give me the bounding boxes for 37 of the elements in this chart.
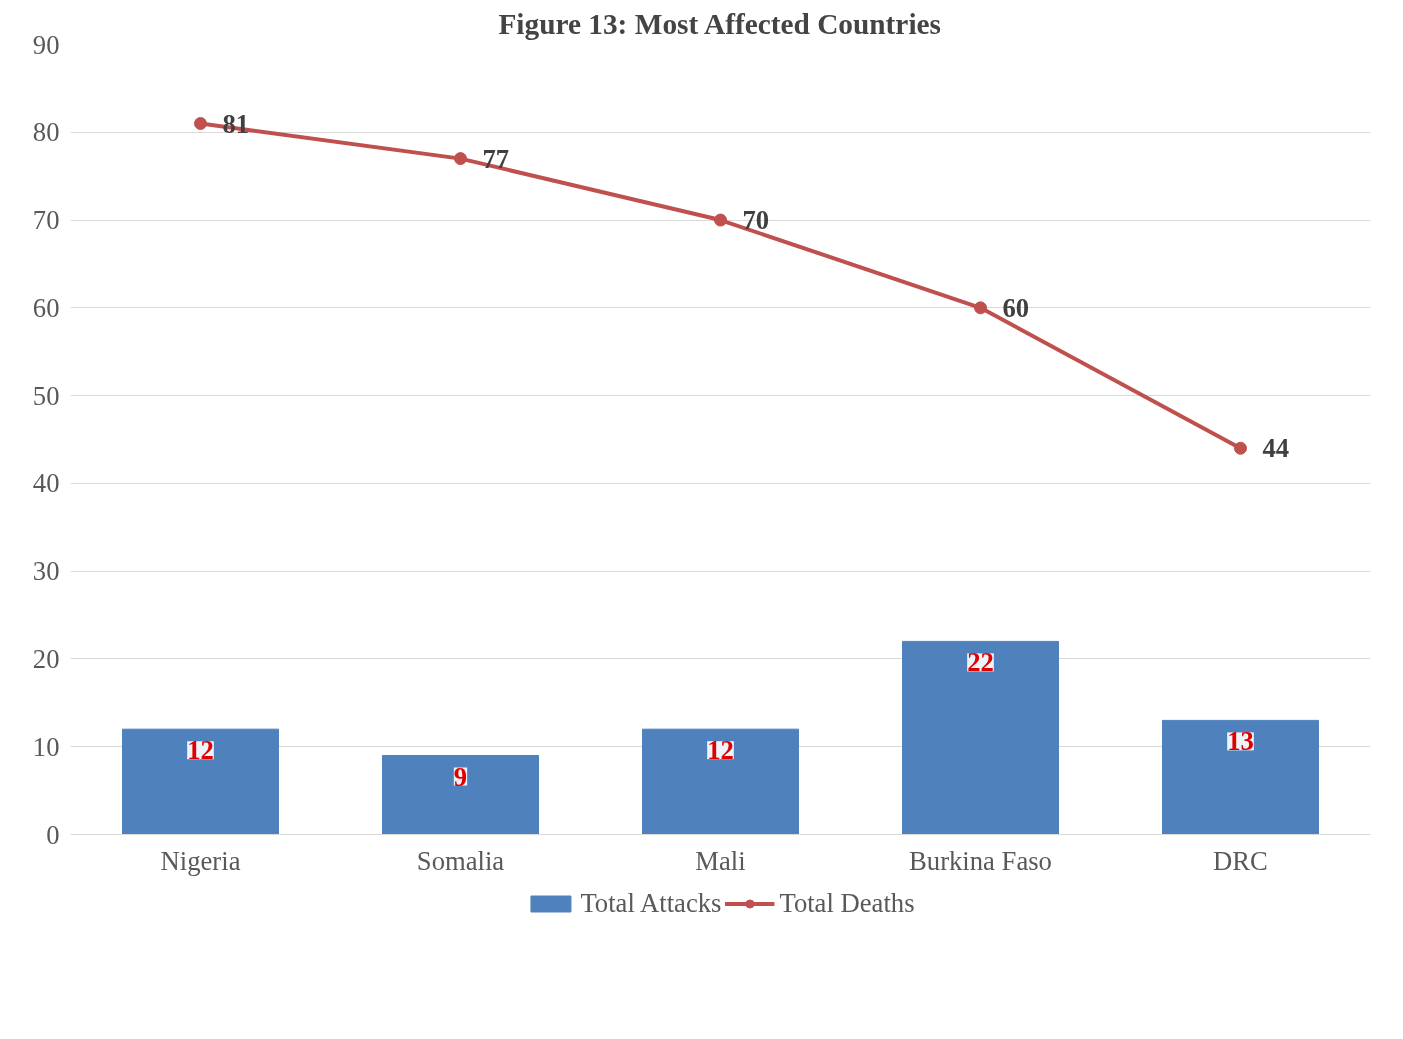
bar: [642, 728, 799, 835]
data-label: 77: [482, 143, 510, 174]
bar: [902, 640, 1059, 835]
y-tick-label: 60: [32, 292, 60, 323]
bar: [1162, 719, 1319, 835]
x-tick-label: Nigeria: [160, 845, 241, 876]
bar: [382, 755, 539, 835]
y-tick-label: 40: [32, 468, 60, 499]
x-tick-label: DRC: [1213, 845, 1268, 876]
point: [714, 213, 727, 227]
y-tick-label: 0: [46, 819, 60, 850]
y-tick-label: 20: [32, 643, 60, 674]
point: [454, 152, 467, 166]
legend-label: Total Attacks: [580, 887, 722, 919]
data-label: 44: [1262, 433, 1290, 464]
point: [974, 301, 987, 315]
y-tick-label: 30: [32, 556, 60, 587]
y-tick-label: 90: [32, 29, 60, 60]
data-label: 60: [1002, 292, 1030, 323]
chart-title: Figure 13: Most Affected Countries: [498, 7, 941, 40]
y-tick-label: 10: [32, 731, 60, 762]
bar: [122, 728, 279, 835]
data-label: 12: [707, 735, 734, 766]
data-label: 12: [187, 735, 214, 766]
y-tick-label: 70: [32, 205, 60, 236]
x-tick-label: Somalia: [416, 845, 505, 876]
x-tick-label: Mali: [695, 845, 746, 876]
point: [1234, 441, 1247, 455]
y-tick-label: 80: [32, 117, 60, 148]
data-label: 13: [1227, 726, 1254, 757]
legend-label: Total Deaths: [779, 887, 915, 919]
data-label: 9: [453, 761, 468, 792]
data-label: 70: [742, 205, 770, 236]
y-tick-label: 50: [32, 380, 60, 411]
point: [194, 117, 207, 130]
x-tick-label: Burkina Faso: [909, 845, 1052, 876]
data-label: 22: [967, 647, 994, 678]
